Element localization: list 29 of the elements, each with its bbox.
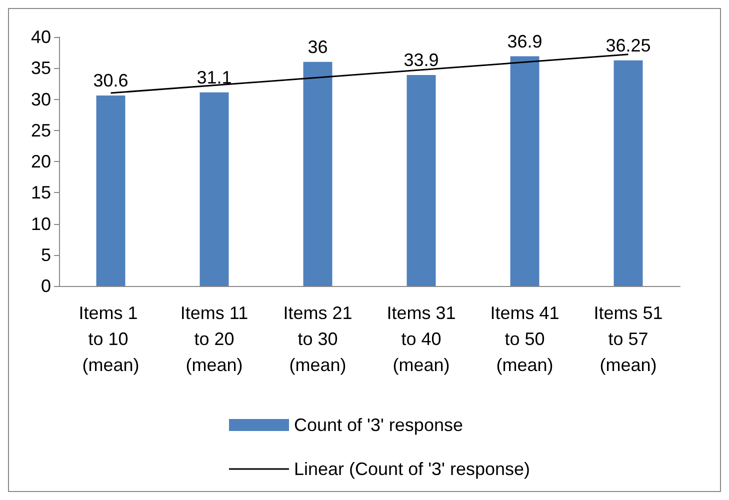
- data-label: 36.25: [606, 35, 651, 56]
- x-tick-label: Items 21 to 30 (mean): [283, 303, 352, 375]
- data-label: 36: [308, 36, 328, 57]
- legend-label: Count of '3' response: [294, 415, 463, 435]
- bar: [96, 96, 126, 286]
- y-tick-label: 20: [30, 152, 51, 172]
- bar: [303, 62, 332, 286]
- y-tick-label: 35: [30, 58, 51, 78]
- x-tick-label: Items 51 to 57 (mean): [594, 303, 663, 375]
- bar: [510, 56, 540, 286]
- bar: [614, 60, 643, 286]
- x-tick-label: Items 41 to 50 (mean): [490, 303, 560, 375]
- x-tick-label: Items 31 to 40 (mean): [386, 303, 456, 375]
- y-tick-label: 0: [40, 276, 51, 296]
- legend-label: Linear (Count of '3' response): [294, 459, 530, 479]
- y-tick-label: 30: [30, 89, 51, 110]
- x-tick-label: Items 11 to 20 (mean): [180, 303, 248, 375]
- y-tick-label: 40: [30, 27, 51, 47]
- data-label: 36.9: [507, 31, 542, 52]
- data-label: 30.6: [93, 70, 128, 91]
- y-tick-label: 5: [40, 244, 51, 265]
- bar: [406, 74, 436, 286]
- x-tick-label: Items 1 to 10 (mean): [78, 303, 143, 375]
- y-tick-label: 15: [30, 182, 51, 203]
- data-label: 31.1: [196, 67, 232, 88]
- bar: [200, 92, 229, 286]
- data-label: 33.9: [404, 50, 439, 70]
- y-tick-label: 10: [30, 214, 51, 234]
- y-tick-label: 25: [30, 120, 51, 140]
